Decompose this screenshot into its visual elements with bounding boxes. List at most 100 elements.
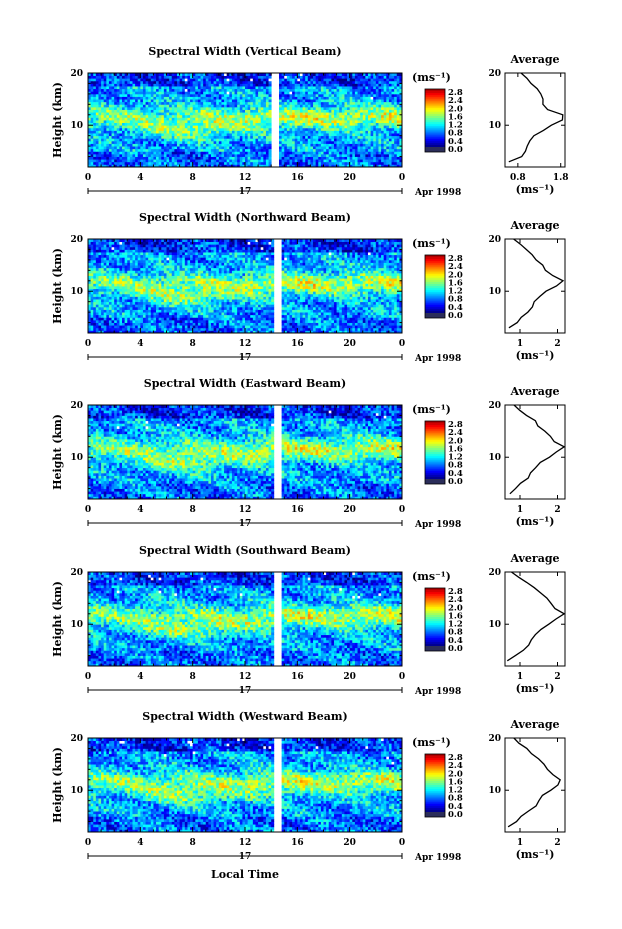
colorbar-segment: [425, 281, 445, 285]
colorbar-tick-label: 2.8: [448, 88, 463, 98]
colorbar-segment: [425, 126, 445, 129]
heatmap-cells: [88, 738, 403, 833]
y-tick-label: 20: [70, 568, 83, 578]
colorbar-segment: [425, 279, 445, 283]
colorbar-segment: [425, 801, 445, 805]
colorbar-segment: [425, 447, 445, 451]
colorbar-segment: [425, 754, 445, 757]
colorbar-tick-label: 1.6: [448, 444, 463, 454]
x-tick-label: 0: [399, 505, 405, 515]
colorbar-segment: [425, 797, 445, 800]
colorbar-segment: [425, 476, 445, 480]
average-x-tick-label: 1.8: [553, 173, 569, 183]
colorbar-segment: [425, 445, 445, 449]
colorbar-segment: [425, 111, 445, 115]
colorbar-unit: (ms⁻¹): [412, 237, 451, 250]
colorbar-segment: [425, 602, 445, 605]
colorbar-segment: [425, 263, 445, 266]
heatmap-cells: [88, 239, 403, 334]
average-y-tick-label: 20: [488, 568, 501, 578]
colorbar-segment: [425, 429, 445, 432]
colorbar-segment: [425, 423, 445, 426]
colorbar-segment: [425, 464, 445, 467]
colorbar-segment: [425, 588, 445, 591]
x-tick-label: 0: [399, 838, 405, 848]
colorbar-low-segment: [425, 147, 445, 152]
colorbar-segment: [425, 590, 445, 593]
colorbar-segment: [425, 619, 445, 622]
colorbar-tick-label: 1.2: [448, 121, 463, 131]
y-axis-label: Height (km): [51, 581, 64, 657]
colorbar-low-segment: [425, 812, 445, 817]
x-tick-label: 12: [239, 838, 252, 848]
colorbar-segment: [425, 809, 445, 813]
colorbar-segment: [425, 120, 445, 123]
colorbar-segment: [425, 439, 445, 443]
y-axis-label: Height (km): [51, 248, 64, 324]
colorbar-segment: [425, 122, 445, 125]
colorbar-segment: [425, 462, 445, 465]
colorbar-tick-label: 2.8: [448, 420, 463, 430]
average-x-tick-label: 1: [517, 339, 523, 349]
average-title: Average: [509, 219, 559, 232]
colorbar-segment: [425, 138, 445, 142]
colorbar-segment: [425, 310, 445, 314]
average-profile-line: [506, 571, 566, 662]
colorbar-segment: [425, 604, 445, 608]
colorbar-segment: [425, 596, 445, 599]
colorbar-segment: [425, 639, 445, 643]
colorbar-tick-label: 0.4: [448, 469, 463, 479]
colorbar-segment: [425, 300, 445, 304]
average-frame: [504, 238, 566, 334]
colorbar-segment: [425, 466, 445, 470]
y-tick-label: 20: [70, 401, 83, 411]
x-tick-label: 8: [190, 672, 196, 682]
x-axis-label: Local Time: [211, 868, 279, 881]
colorbar-segment: [425, 144, 445, 148]
colorbar-segment: [425, 294, 445, 297]
average-frame: [504, 737, 566, 833]
panel-1: Spectral Width (Vertical Beam) 0 4 8 12 16 20 0…: [51, 45, 569, 198]
colorbar-segment: [425, 631, 445, 634]
colorbar-segment: [425, 95, 445, 98]
average-frame: [504, 72, 566, 168]
colorbar-tick-label: 0.8: [448, 295, 463, 305]
colorbar-segment: [425, 140, 445, 144]
average-x-label: (ms⁻¹): [516, 183, 555, 196]
colorbar-segment: [425, 269, 445, 272]
colorbar-segment: [425, 625, 445, 628]
colorbar-segment: [425, 635, 445, 639]
colorbar-segment: [425, 772, 445, 776]
colorbar-segment: [425, 789, 445, 792]
x-tick-label: 8: [190, 173, 196, 183]
colorbar-segment: [425, 608, 445, 612]
colorbar-frame: [424, 420, 446, 485]
date-label: 17: [239, 519, 252, 529]
colorbar-tick-label: 2.4: [448, 96, 463, 106]
colorbar-segment: [425, 621, 445, 624]
colorbar-segment: [425, 472, 445, 476]
colorbar-segment: [425, 124, 445, 127]
colorbar-segment: [425, 774, 445, 778]
colorbar-segment: [425, 592, 445, 595]
colorbar-tick-label: 1.2: [448, 453, 463, 463]
colorbar-segment: [425, 762, 445, 765]
colorbar-segment: [425, 780, 445, 784]
colorbar-segment: [425, 437, 445, 441]
colorbar-segment: [425, 452, 445, 455]
y-tick-label: 10: [70, 453, 83, 463]
colorbar-tick-label: 2.4: [448, 761, 463, 771]
colorbar-segment: [425, 454, 445, 457]
colorbar-tick-label: 0.0: [448, 311, 463, 321]
average-y-tick-label: 20: [488, 734, 501, 744]
average-y-tick-label: 20: [488, 235, 501, 245]
date-suffix: Apr 1998: [414, 687, 461, 697]
average-title: Average: [509, 385, 559, 398]
colorbar-segment: [425, 643, 445, 647]
x-tick-label: 20: [343, 505, 356, 515]
colorbar-tick-label: 2.8: [448, 587, 463, 597]
average-profile-line: [509, 404, 566, 495]
colorbar-segment: [425, 610, 445, 614]
x-tick-label: 0: [399, 339, 405, 349]
